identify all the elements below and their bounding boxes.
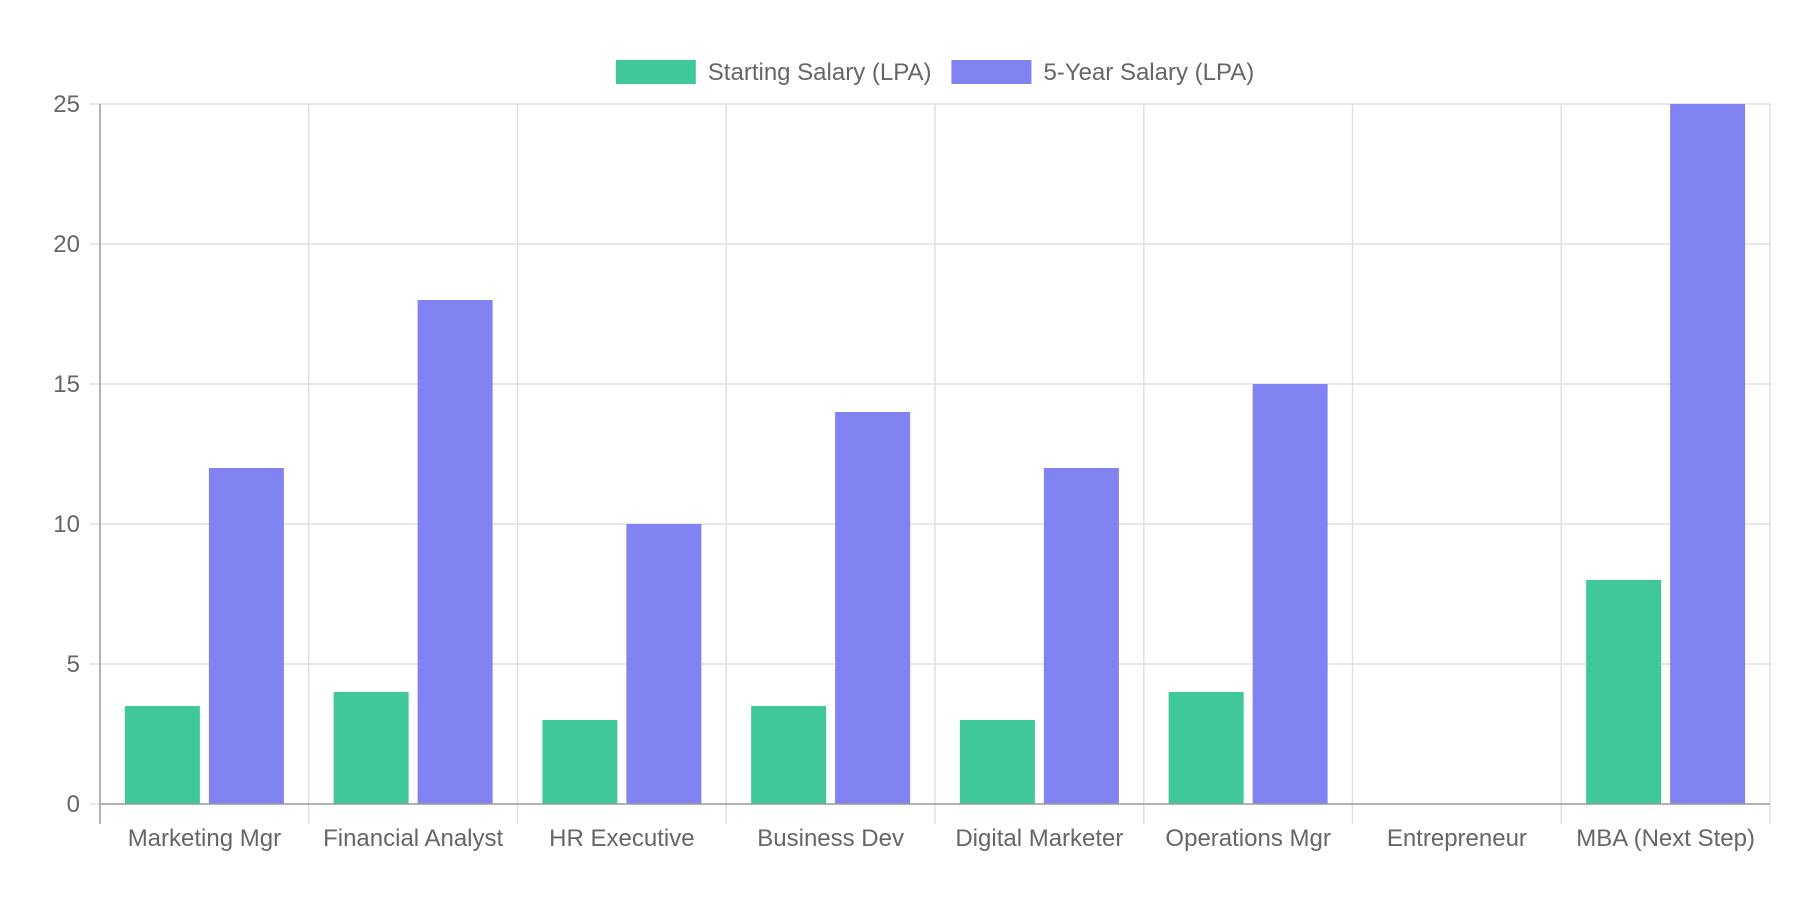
bar-five-year-4 — [1043, 468, 1119, 804]
x-tick-label: Financial Analyst — [323, 825, 503, 852]
x-tick-label: HR Executive — [549, 825, 694, 852]
y-tick-label: 0 — [67, 791, 80, 818]
legend-label-0: Starting Salary (LPA) — [708, 59, 932, 86]
y-tick-label: 25 — [53, 91, 80, 118]
y-tick-labels: 0 5 10 15 20 25 — [53, 91, 80, 818]
bar-starting-0 — [124, 706, 200, 804]
x-tick-labels: Marketing Mgr Financial Analyst HR Executi… — [128, 825, 1755, 852]
x-tick-label: Business Dev — [757, 825, 904, 852]
bars — [124, 104, 1746, 804]
bar-starting-7 — [1586, 580, 1662, 804]
axes — [99, 104, 1770, 824]
bar-five-year-1 — [417, 300, 493, 804]
bar-five-year-0 — [208, 468, 284, 804]
legend-label-1: 5-Year Salary (LPA) — [1043, 59, 1254, 86]
x-tick-label: MBA (Next Step) — [1576, 825, 1755, 852]
x-tick-label: Entrepreneur — [1387, 825, 1527, 852]
bar-five-year-5 — [1252, 384, 1328, 804]
legend-swatch-0 — [615, 60, 696, 84]
y-tick-label: 15 — [53, 371, 80, 398]
bar-starting-3 — [751, 706, 827, 804]
x-tick-label: Digital Marketer — [955, 825, 1123, 852]
bar-five-year-3 — [835, 412, 911, 804]
legend-swatch-1 — [951, 60, 1032, 84]
bar-five-year-7 — [1670, 104, 1746, 804]
bar-five-year-2 — [626, 524, 702, 804]
y-tick-label: 20 — [53, 231, 80, 258]
x-tick-label: Operations Mgr — [1165, 825, 1330, 852]
bar-starting-2 — [542, 720, 618, 804]
grid-lines — [90, 103, 1771, 824]
legend: Starting Salary (LPA) 5-Year Salary (LPA) — [615, 59, 1254, 86]
bar-starting-1 — [333, 692, 409, 804]
bar-starting-5 — [1168, 692, 1244, 804]
bar-starting-4 — [959, 720, 1035, 804]
y-tick-label: 5 — [67, 651, 80, 678]
x-tick-label: Marketing Mgr — [128, 825, 281, 852]
y-tick-label: 10 — [53, 511, 80, 538]
